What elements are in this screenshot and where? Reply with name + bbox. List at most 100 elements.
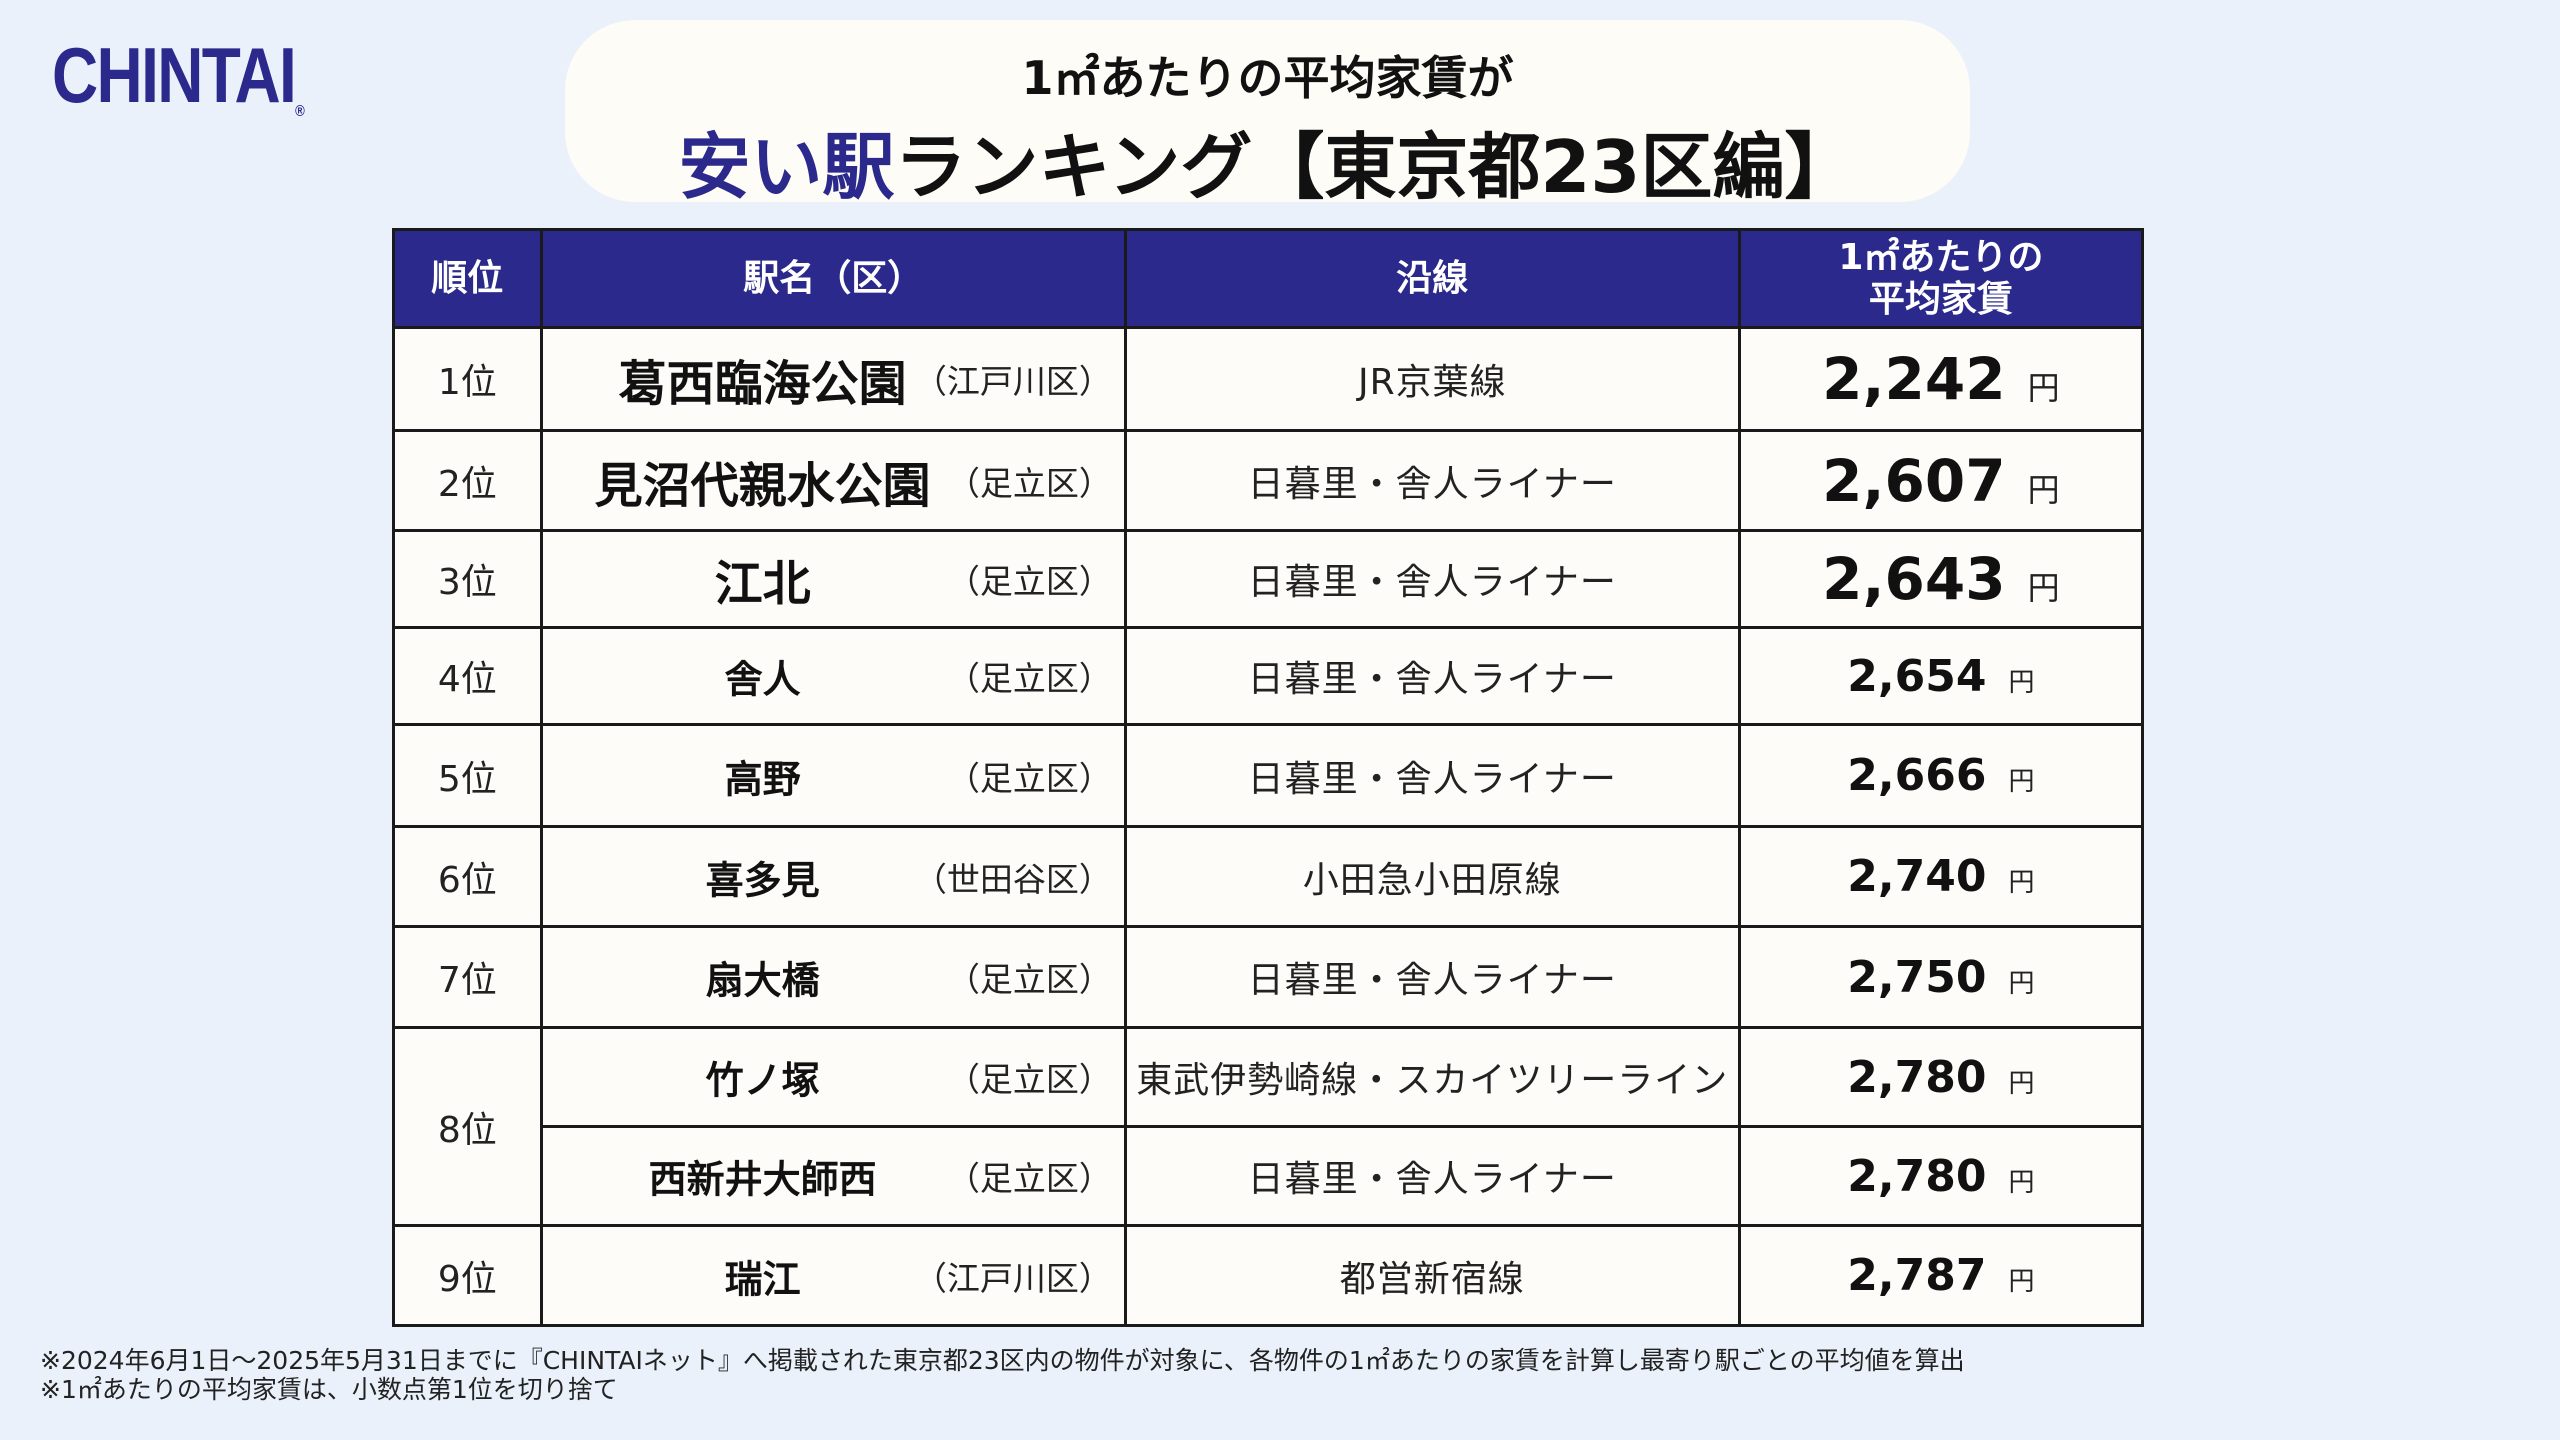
title-heading: 安い駅ランキング【東京都23区編】 [565,108,1970,213]
rank-cell: 6位 [392,825,543,928]
header-rank: 順位 [392,228,543,329]
station-name: 喜多見 [705,858,820,902]
station-cell: 瑞江 （江戸川区） [539,1224,1127,1327]
rent-unit: 円 [2008,1267,2035,1297]
station-name: 舎人 [724,657,801,702]
ranking-table: 順位 駅名（区） 沿線 1㎡あたりの 平均家賃 1位 葛西臨海公園 （江戸川区） J… [392,228,2145,1327]
rent-unit: 円 [2008,667,2035,698]
rent-unit: 円 [2027,470,2060,509]
header-station: 駅名（区） [539,228,1127,329]
rent-cell: 2,780 円 [1737,1026,2145,1128]
rank-cell: 9位 [392,1224,543,1327]
station-cell: 舎人 （足立区） [539,626,1127,726]
rank-cell: 7位 [392,925,543,1029]
ward-label: （足立区） [946,758,1112,798]
rent-cell: 2,780 円 [1737,1125,2145,1227]
rent-value: 2,242 [1822,345,2006,413]
footnote-line1: ※2024年6月1日～2025年5月31日までに『CHINTAIネット』へ掲載さ… [40,1346,1965,1375]
ward-label: （足立区） [946,463,1112,503]
rent-cell: 2,654 円 [1737,626,2145,726]
line-cell: 東武伊勢崎線・スカイツリーライン [1123,1026,1741,1128]
station-name: 葛西臨海公園 [618,356,907,412]
table-row: 7位 扇大橋 （足立区） 日暮里・舎人ライナー 2,750 円 [392,925,2145,1029]
title-banner: 1㎡あたりの平均家賃が 安い駅ランキング【東京都23区編】 [565,20,1970,209]
station-cell: 喜多見 （世田谷区） [539,825,1127,928]
line-cell: 日暮里・舎人ライナー [1123,429,1741,532]
rent-cell: 2,787 円 [1737,1224,2145,1327]
station-name: 扇大橋 [705,958,820,1003]
rent-unit: 円 [2008,1068,2035,1099]
station-cell: 高野 （足立区） [539,723,1127,828]
rent-cell: 2,607 円 [1737,429,2145,532]
rent-cell: 2,242 円 [1737,326,2145,432]
station-name: 江北 [714,556,811,612]
ward-label: （足立区） [946,659,1112,698]
rent-value: 2,780 [1847,1150,1987,1202]
station-cell: 扇大橋 （足立区） [539,925,1127,1029]
ward-label: （足立区） [946,1060,1112,1099]
ward-label: （足立区） [946,960,1112,999]
table-header-row: 順位 駅名（区） 沿線 1㎡あたりの 平均家賃 [392,228,2145,329]
station-name: 竹ノ塚 [705,1058,820,1103]
station-cell: 西新井大師西 （足立区） [539,1125,1127,1227]
rent-cell: 2,643 円 [1737,529,2145,629]
header-rent: 1㎡あたりの 平均家賃 [1737,228,2145,329]
station-name: 瑞江 [724,1257,801,1301]
line-cell: 日暮里・舎人ライナー [1123,925,1741,1029]
rent-cell: 2,750 円 [1737,925,2145,1029]
rent-value: 2,607 [1822,446,2006,515]
ward-label: （江戸川区） [913,1258,1112,1298]
line-cell: 日暮里・舎人ライナー [1123,529,1741,629]
ward-label: （世田谷区） [913,859,1112,899]
rank-cell: 8位 [392,1026,543,1227]
line-cell: 小田急小田原線 [1123,825,1741,928]
table-row: 西新井大師西 （足立区） 日暮里・舎人ライナー 2,780 円 [394,1125,2145,1227]
station-cell: 江北 （足立区） [539,529,1127,629]
rank-cell: 5位 [392,723,543,828]
header-rent-line1: 1㎡あたりの [1838,237,2044,279]
station-name: 西新井大師西 [648,1157,877,1202]
rank-cell: 1位 [392,326,543,432]
line-cell: 都営新宿線 [1123,1224,1741,1327]
station-cell: 竹ノ塚 （足立区） [539,1026,1127,1128]
ward-label: （足立区） [946,562,1112,601]
rent-value: 2,654 [1847,650,1987,702]
rent-unit: 円 [2008,968,2035,999]
station-name: 高野 [724,757,801,801]
station-cell: 葛西臨海公園 （江戸川区） [539,326,1127,432]
table-row: 8位 竹ノ塚 （足立区） 東武伊勢崎線・スカイツリーライン 2,780 円 [392,1026,2145,1227]
rent-cell: 2,666 円 [1737,723,2145,828]
rent-value: 2,750 [1847,951,1987,1003]
line-cell: 日暮里・舎人ライナー [1123,723,1741,828]
rent-unit: 円 [2027,369,2060,407]
rent-unit: 円 [2008,767,2035,797]
table-row: 6位 喜多見 （世田谷区） 小田急小田原線 2,740 円 [392,825,2145,928]
table-row: 5位 高野 （足立区） 日暮里・舎人ライナー 2,666 円 [392,723,2145,828]
rank-cell: 4位 [392,626,543,726]
ward-label: （足立区） [946,1159,1112,1198]
rent-value: 2,787 [1847,1250,1987,1301]
rent-unit: 円 [2008,1167,2035,1198]
footnote-line2: ※1㎡あたりの平均家賃は、小数点第1位を切り捨て [40,1374,618,1404]
ward-label: （江戸川区） [913,362,1112,401]
rent-value: 2,740 [1847,851,1987,902]
title-subtitle: 1㎡あたりの平均家賃が [1021,51,1514,105]
rent-unit: 円 [2027,569,2060,607]
rank-cell: 3位 [392,529,543,629]
rent-value: 2,666 [1847,750,1987,801]
registered-mark: ® [295,103,305,120]
table-row: 4位 舎人 （足立区） 日暮里・舎人ライナー 2,654 円 [392,626,2145,726]
station-name: 見沼代親水公園 [594,457,931,514]
title-main-text: ランキング【東京都23区編】 [894,125,1857,209]
table-row: 1位 葛西臨海公園 （江戸川区） JR京葉線 2,242 円 [392,326,2145,432]
line-cell: JR京葉線 [1123,326,1741,432]
line-cell: 日暮里・舎人ライナー [1123,626,1741,726]
table-row: 3位 江北 （足立区） 日暮里・舎人ライナー 2,643 円 [392,529,2145,629]
rent-value: 2,643 [1822,545,2006,613]
rent-unit: 円 [2008,868,2035,898]
rank-cell: 2位 [392,429,543,532]
header-rent-line2: 平均家賃 [1868,278,2013,320]
table-row: 2位 見沼代親水公園 （足立区） 日暮里・舎人ライナー 2,607 円 [392,429,2145,532]
table-row: 9位 瑞江 （江戸川区） 都営新宿線 2,787 円 [392,1224,2145,1327]
station-cell: 見沼代親水公園 （足立区） [539,429,1127,532]
